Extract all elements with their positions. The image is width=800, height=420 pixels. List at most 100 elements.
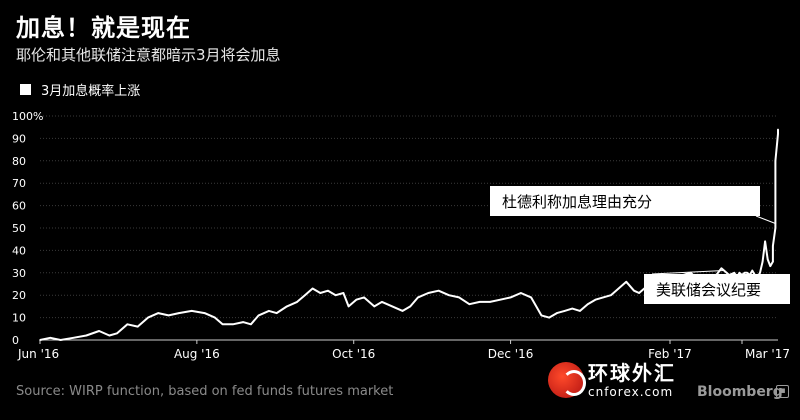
bloomberg-brand: Bloomberg <box>697 384 783 400</box>
y-tick-label: 40 <box>12 244 26 257</box>
data-point <box>221 323 224 326</box>
data-point <box>579 310 581 312</box>
data-point <box>489 301 491 303</box>
data-point <box>540 314 543 317</box>
data-point <box>401 310 404 312</box>
callout-box <box>490 186 760 216</box>
data-point <box>157 312 160 314</box>
y-tick-label: 50 <box>12 222 26 235</box>
data-point <box>342 292 345 294</box>
data-point <box>136 325 139 328</box>
data-point <box>327 289 329 292</box>
data-point <box>108 334 111 337</box>
data-point <box>347 305 350 308</box>
x-tick-label: Feb '17 <box>648 347 692 361</box>
chart-legend: 3月加息概率上涨 <box>20 80 140 99</box>
data-point <box>147 316 149 319</box>
y-tick-label: 30 <box>12 267 26 280</box>
watermark-cn: 环球外汇 <box>588 360 676 385</box>
data-point <box>520 292 522 294</box>
data-point <box>381 301 383 303</box>
data-point <box>203 312 206 314</box>
legend-label: 3月加息概率上涨 <box>41 84 141 99</box>
data-point <box>774 227 777 229</box>
x-tick-label: Mar '17 <box>745 347 790 361</box>
data-point <box>409 305 412 308</box>
data-point <box>617 287 620 290</box>
data-point <box>772 249 774 252</box>
bloomberg-mark-icon: ▪ <box>776 385 789 398</box>
data-point <box>777 128 779 131</box>
data-point <box>242 321 244 323</box>
data-point <box>214 316 216 319</box>
y-tick-label: 100% <box>12 110 43 123</box>
data-point <box>610 294 612 297</box>
data-point <box>625 281 628 283</box>
data-point <box>468 303 471 306</box>
data-point <box>499 298 502 301</box>
data-point <box>319 292 322 294</box>
data-point <box>571 307 574 310</box>
source-note: Source: WIRP function, based on fed fund… <box>16 384 394 399</box>
data-point <box>417 296 419 299</box>
data-point <box>743 272 746 274</box>
data-point <box>733 272 736 274</box>
data-point <box>59 339 62 341</box>
data-point <box>334 294 337 297</box>
data-point <box>391 305 394 308</box>
data-point <box>530 296 532 299</box>
chart-title: 加息！就是现在 <box>16 14 191 42</box>
data-point <box>116 332 118 335</box>
data-point <box>437 289 440 292</box>
data-point <box>232 323 234 326</box>
data-point <box>766 258 769 261</box>
data-point <box>427 292 430 294</box>
data-point <box>777 133 779 135</box>
data-point <box>602 296 604 299</box>
data-point <box>286 305 288 308</box>
data-point <box>478 301 481 303</box>
y-tick-label: 90 <box>12 132 26 145</box>
data-point <box>738 272 741 274</box>
data-point <box>39 339 41 341</box>
data-point <box>167 314 170 317</box>
data-point <box>304 294 306 297</box>
data-point <box>725 272 728 274</box>
data-point <box>355 298 358 301</box>
data-point <box>257 314 260 317</box>
watermark-en: cnforex.com <box>588 384 674 399</box>
data-point <box>772 260 774 263</box>
data-point <box>764 240 766 243</box>
data-point <box>772 245 774 247</box>
data-point <box>563 310 566 312</box>
callout-text-minutes: 美联储会议纪要 <box>656 281 761 299</box>
data-point <box>190 310 193 312</box>
data-point <box>751 269 754 272</box>
data-point <box>268 310 270 312</box>
data-point <box>759 272 761 274</box>
data-point <box>774 160 777 162</box>
data-point <box>586 303 589 306</box>
callout-text-dudley: 杜德利称加息理由充分 <box>502 193 652 211</box>
data-point <box>311 287 314 290</box>
data-point <box>250 323 252 326</box>
data-point <box>49 337 52 339</box>
data-point <box>72 337 75 339</box>
data-point <box>448 294 450 297</box>
data-point <box>633 289 635 292</box>
callout-box <box>644 274 790 304</box>
data-point <box>769 265 772 267</box>
y-tick-label: 80 <box>12 155 26 168</box>
data-point <box>761 260 764 263</box>
data-point <box>363 296 365 299</box>
chart-subtitle: 耶伦和其他联储注意都暗示3月将会加息 <box>16 46 281 64</box>
data-point <box>556 312 558 314</box>
data-point <box>98 330 100 332</box>
data-point <box>720 267 723 270</box>
data-point <box>548 316 550 319</box>
data-point <box>638 292 640 294</box>
x-tick-label: Oct '16 <box>332 347 375 361</box>
callout-leader <box>651 270 725 275</box>
y-tick-label: 0 <box>12 334 19 347</box>
